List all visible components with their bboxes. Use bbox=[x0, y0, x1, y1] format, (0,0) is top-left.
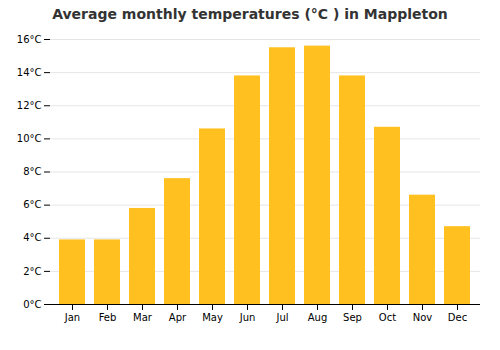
svg-text:10°C: 10°C bbox=[17, 133, 42, 144]
svg-text:12°C: 12°C bbox=[17, 100, 42, 111]
svg-text:14°C: 14°C bbox=[17, 67, 42, 78]
svg-text:Aug: Aug bbox=[308, 312, 328, 323]
svg-text:Apr: Apr bbox=[169, 312, 187, 323]
svg-text:Sep: Sep bbox=[343, 312, 362, 323]
svg-text:Feb: Feb bbox=[99, 312, 117, 323]
svg-text:Nov: Nov bbox=[413, 312, 433, 323]
svg-text:4°C: 4°C bbox=[23, 232, 41, 243]
svg-text:0°C: 0°C bbox=[23, 299, 41, 310]
svg-text:Jan: Jan bbox=[64, 312, 80, 323]
svg-text:6°C: 6°C bbox=[23, 199, 41, 210]
svg-text:Oct: Oct bbox=[379, 312, 396, 323]
svg-text:Jun: Jun bbox=[239, 312, 256, 323]
svg-text:2°C: 2°C bbox=[23, 266, 41, 277]
html-text:Average monthly temperatures (: Average monthly temperatures (°C ) in Ma… bbox=[52, 6, 448, 22]
svg-text:16°C: 16°C bbox=[17, 34, 42, 45]
svg-text:Jul: Jul bbox=[275, 312, 288, 323]
svg-text:8°C: 8°C bbox=[23, 166, 41, 177]
svg-text:Mar: Mar bbox=[133, 312, 153, 323]
svg-text:May: May bbox=[202, 312, 223, 323]
svg-text:Dec: Dec bbox=[448, 312, 467, 323]
